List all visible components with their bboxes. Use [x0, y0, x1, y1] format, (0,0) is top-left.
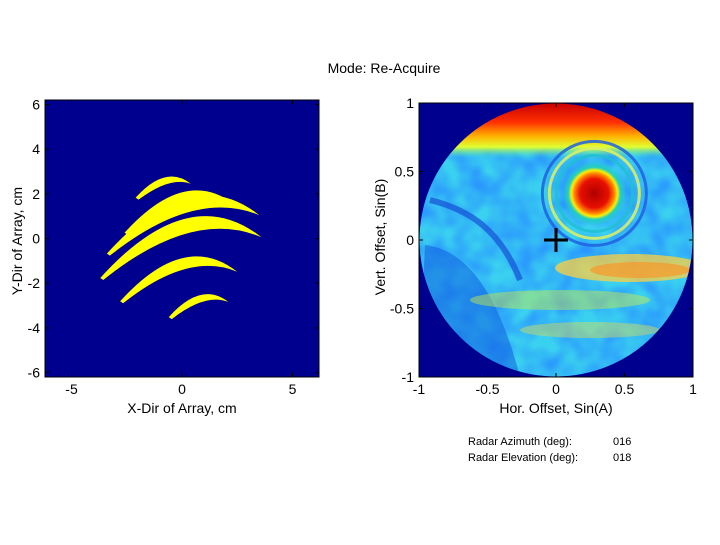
- array-y-tick-label: 0: [32, 231, 40, 247]
- offset-x-ticks: -1 -0.5 0 0.5 1: [413, 103, 697, 397]
- figure-title: Mode: Re-Acquire: [328, 60, 441, 76]
- offset-peak: [562, 161, 627, 226]
- offset-y-tick-label: 0: [406, 232, 414, 248]
- offset-peak-ring: [540, 139, 648, 247]
- boresight-plus-marker: [544, 228, 568, 252]
- array-y-tick-label: 2: [32, 186, 40, 202]
- offset-x-tick-label: 1: [689, 381, 697, 397]
- radar-elevation-label: Radar Elevation (deg):: [468, 452, 579, 464]
- offset-y-tick-label: -0.5: [390, 301, 414, 317]
- array-arc-band: [135, 176, 191, 200]
- offset-x-tick-label: -1: [413, 381, 426, 397]
- offset-y-tick-label: 1: [406, 95, 414, 111]
- array-arc-band: [106, 195, 260, 256]
- array-arc-band: [100, 216, 262, 280]
- array-x-tick-label: -5: [65, 381, 78, 397]
- array-arc-band: [120, 256, 238, 304]
- array-plot-background: [45, 100, 319, 377]
- offset-x-tick-label: 0.5: [615, 381, 635, 397]
- array-y-ticks: 6 4 2 0 -2 -4 -6: [28, 96, 319, 381]
- array-y-tick-label: -6: [28, 365, 41, 381]
- array-x-tick-label: 0: [178, 381, 186, 397]
- array-y-axis-label: Y-Dir of Array, cm: [9, 187, 25, 295]
- offset-y-tick-label: -1: [402, 369, 415, 385]
- array-y-tick-label: -2: [28, 275, 41, 291]
- array-arc-band: [168, 294, 229, 320]
- array-x-tick-label: 5: [289, 381, 297, 397]
- array-x-ticks: -5 0 5: [65, 100, 297, 397]
- array-y-tick-label: -4: [28, 320, 41, 336]
- array-y-tick-label: 4: [32, 141, 40, 157]
- array-panel: -5 0 5 6 4 2 0 -2 -4 -6 X-Dir of Array, cm Y-Dir…: [9, 96, 320, 416]
- radar-azimuth-label: Radar Azimuth (deg):: [468, 436, 572, 448]
- offset-x-axis-label: Hor. Offset, Sin(A): [499, 400, 612, 416]
- array-arc-bands: [100, 176, 262, 320]
- offset-y-ticks: 1 0.5 0 -0.5 -1: [390, 95, 693, 385]
- radar-azimuth-value: 016: [613, 436, 632, 448]
- offset-y-axis-label: Vert. Offset, Sin(B): [372, 179, 388, 295]
- offset-peak-ring: [554, 153, 634, 233]
- array-arc-band: [124, 190, 236, 235]
- offset-y-tick-label: 0.5: [395, 164, 415, 180]
- array-x-axis-label: X-Dir of Array, cm: [127, 400, 236, 416]
- offset-peak-rings: [540, 139, 648, 247]
- offset-x-tick-label: 0: [552, 381, 560, 397]
- offset-panel: -1 -0.5 0 0.5 1 1 0.5 0 -0.5 -1 Hor. Offset, Sin…: [372, 95, 697, 416]
- radar-elevation-value: 018: [613, 452, 632, 464]
- offset-peak-ring: [547, 146, 641, 240]
- offset-x-tick-label: -0.5: [475, 381, 499, 397]
- array-y-tick-label: 6: [32, 96, 40, 112]
